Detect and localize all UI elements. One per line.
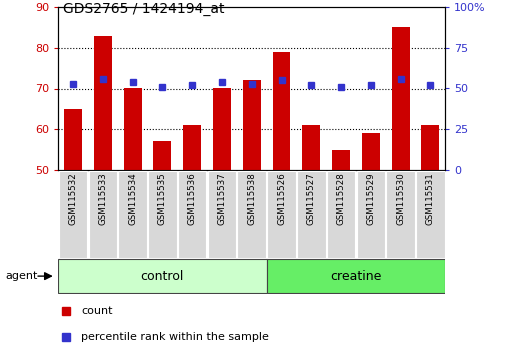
Bar: [183, 125, 200, 170]
Bar: [207, 171, 236, 257]
Bar: [213, 88, 230, 170]
Text: creatine: creatine: [330, 270, 381, 282]
Text: GDS2765 / 1424194_at: GDS2765 / 1424194_at: [63, 2, 224, 16]
Bar: [302, 125, 320, 170]
Text: GSM115531: GSM115531: [425, 172, 434, 225]
Bar: [421, 125, 438, 170]
Text: GSM115538: GSM115538: [247, 172, 256, 225]
Bar: [361, 133, 379, 170]
Text: GSM115537: GSM115537: [217, 172, 226, 225]
Text: agent: agent: [5, 271, 37, 281]
Bar: [178, 171, 206, 257]
Bar: [331, 149, 349, 170]
Text: percentile rank within the sample: percentile rank within the sample: [81, 332, 269, 342]
Text: GSM115536: GSM115536: [187, 172, 196, 225]
Bar: [242, 80, 260, 170]
Bar: [64, 109, 82, 170]
Bar: [148, 171, 176, 257]
Bar: [272, 52, 290, 170]
Bar: [266, 259, 444, 293]
Bar: [385, 171, 414, 257]
Bar: [118, 171, 146, 257]
Text: GSM115532: GSM115532: [69, 172, 77, 225]
Bar: [153, 141, 171, 170]
Bar: [391, 27, 409, 170]
Text: GSM115534: GSM115534: [128, 172, 137, 225]
Bar: [296, 171, 325, 257]
Bar: [356, 171, 384, 257]
Bar: [123, 88, 141, 170]
Text: control: control: [140, 270, 184, 282]
Text: GSM115528: GSM115528: [336, 172, 345, 225]
Text: GSM115533: GSM115533: [98, 172, 107, 225]
Bar: [94, 35, 112, 170]
Bar: [88, 171, 117, 257]
Bar: [326, 171, 355, 257]
Text: count: count: [81, 306, 113, 316]
Bar: [59, 171, 87, 257]
Text: GSM115530: GSM115530: [395, 172, 405, 225]
Bar: [58, 259, 266, 293]
Text: GSM115526: GSM115526: [276, 172, 285, 225]
Text: GSM115529: GSM115529: [366, 172, 375, 225]
Bar: [267, 171, 295, 257]
Bar: [415, 171, 444, 257]
Text: GSM115527: GSM115527: [306, 172, 315, 225]
Text: GSM115535: GSM115535: [158, 172, 167, 225]
Bar: [237, 171, 266, 257]
